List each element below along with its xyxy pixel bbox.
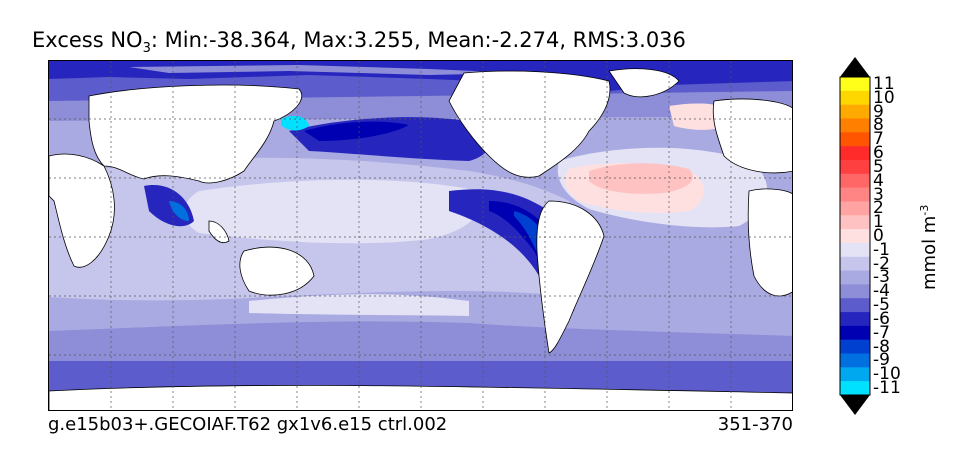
colorbar-tick-label: -5 <box>873 295 890 316</box>
plot-title: Excess NO3: Min:-38.364, Max:3.255, Mean… <box>32 28 686 57</box>
north-america-landmass <box>448 70 611 178</box>
colorbar-units: mmol m-3 <box>918 204 940 290</box>
colorbar-swatch <box>840 104 870 119</box>
colorbar-swatch <box>840 256 870 271</box>
map-panel <box>48 60 793 411</box>
ocean-field-map <box>49 61 792 410</box>
field-indian-minus9 <box>169 201 189 221</box>
colorbar-under-triangle <box>840 395 870 415</box>
colorbar-swatch <box>840 132 870 147</box>
colorbar-tick-label: 8 <box>873 115 884 136</box>
europe-landmass <box>712 98 792 174</box>
colorbar-swatch <box>840 339 870 354</box>
colorbar-tick-label: 11 <box>873 73 895 94</box>
graticule <box>49 61 792 410</box>
eurasia-landmass <box>88 84 302 184</box>
colorbar-swatch <box>840 298 870 313</box>
africa-east-landmass <box>747 188 792 297</box>
colorbar-swatches <box>839 57 871 415</box>
colorbar-swatch <box>840 215 870 230</box>
colorbar-tick-label: 4 <box>873 170 884 191</box>
colorbar-swatch <box>840 201 870 216</box>
africa-landmass <box>49 153 115 268</box>
colorbar-swatch <box>840 270 870 285</box>
colorbar-tick-label: 3 <box>873 184 884 205</box>
colorbar-swatch <box>840 173 870 188</box>
colorbar-tick-label: -4 <box>873 281 890 302</box>
field-okhotsk-minus11 <box>281 115 309 131</box>
field-arctic-light <box>129 65 519 75</box>
colorbar-swatch <box>840 118 870 133</box>
south-america-landmass <box>536 200 605 354</box>
colorbar-swatch <box>840 146 870 161</box>
colorbar-swatch <box>840 242 870 258</box>
colorbar-tick-label: 0 <box>873 226 884 246</box>
colorbar-tick-label: 6 <box>873 143 884 164</box>
colorbar <box>838 55 872 417</box>
colorbar-tick-label: -8 <box>873 336 890 357</box>
field-atlantic-plus1 <box>589 163 693 194</box>
colorbar-tick-label: -6 <box>873 308 890 329</box>
colorbar-tick-label: -10 <box>873 364 901 385</box>
colorbar-over-triangle <box>840 57 870 77</box>
colorbar-swatch <box>840 229 870 244</box>
colorbar-tick-label: -1 <box>873 239 890 260</box>
colorbar-tick-label: -2 <box>873 253 890 274</box>
run-name-label: g.e15b03+.GECOIAF.T62 gx1v6.e15 ctrl.002 <box>48 414 448 435</box>
greenland-landmass <box>608 68 680 98</box>
colorbar-swatch <box>840 381 870 396</box>
colorbar-tick-label: 2 <box>873 198 884 219</box>
colorbar-tick-label: 9 <box>873 101 884 122</box>
field-pacific-minus1 <box>184 179 482 244</box>
colorbar-swatch <box>840 367 870 382</box>
colorbar-tick-label: -11 <box>873 378 901 399</box>
colorbar-swatch <box>840 353 870 368</box>
colorbar-tick-label: 10 <box>873 87 895 108</box>
colorbar-tick-label: -7 <box>873 322 890 343</box>
colorbar-tick-label: 5 <box>873 156 884 177</box>
colorbar-swatch <box>840 187 870 202</box>
australia-landmass <box>239 246 315 296</box>
field-south-pacific-minus1 <box>249 294 469 316</box>
colorbar-swatch <box>840 325 870 340</box>
field-north-pacific-core <box>304 121 409 141</box>
colorbar-swatch <box>840 312 870 327</box>
colorbar-tick-label: 1 <box>873 212 884 233</box>
colorbar-swatch <box>840 90 870 105</box>
field-southern-band <box>49 339 792 361</box>
colorbar-tick-label: 7 <box>873 129 884 150</box>
colorbar-tick-label: -3 <box>873 267 890 288</box>
colorbar-tick-label: -9 <box>873 350 890 371</box>
colorbar-swatch <box>840 284 870 299</box>
colorbar-swatch <box>840 159 870 175</box>
years-label: 351-370 <box>717 414 793 435</box>
colorbar-swatch <box>840 77 870 92</box>
